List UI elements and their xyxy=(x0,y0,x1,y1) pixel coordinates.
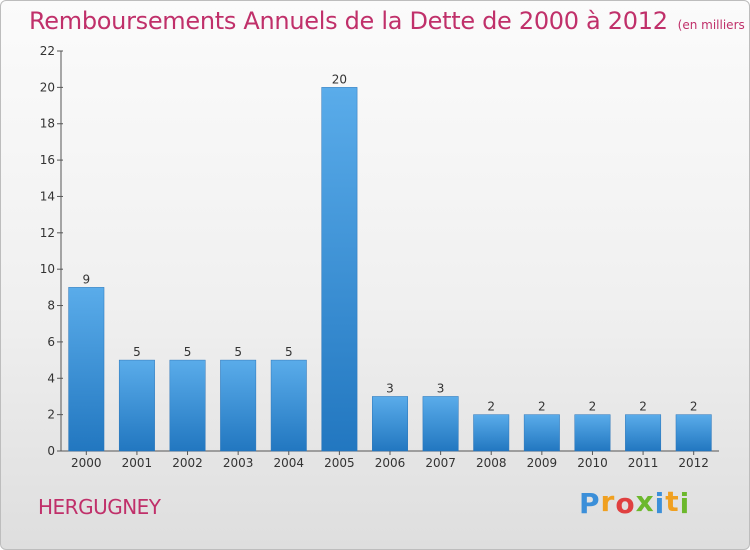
bar xyxy=(270,359,307,452)
data-label: 5 xyxy=(184,345,192,359)
bar xyxy=(372,396,408,452)
bar xyxy=(220,359,257,452)
y-tick-label: 12 xyxy=(40,226,55,240)
chart-title-text: Remboursements Annuels de la Dette de 20… xyxy=(29,7,668,35)
bar xyxy=(118,359,155,452)
x-tick-label: 2008 xyxy=(476,456,507,470)
bar xyxy=(675,414,712,452)
x-tick-label: 2006 xyxy=(375,456,406,470)
x-tick-label: 2007 xyxy=(425,456,456,470)
y-tick-label: 22 xyxy=(40,44,55,58)
chart-title: Remboursements Annuels de la Dette de 20… xyxy=(29,7,749,35)
data-label: 3 xyxy=(386,381,394,395)
logo-letter: P xyxy=(579,487,601,520)
data-labels: 9 5 5 5 5 20 3 3 2 2 2 2 2 xyxy=(82,72,697,413)
bar xyxy=(422,396,459,452)
x-tick-label: 2005 xyxy=(324,456,355,470)
x-tick-label: 2011 xyxy=(628,456,659,470)
proxiti-logo: Proxiti xyxy=(579,485,691,520)
bar xyxy=(523,414,560,452)
y-tick-label: 6 xyxy=(47,335,55,349)
y-tick-label: 0 xyxy=(47,444,55,458)
logo-letter: t xyxy=(665,485,680,518)
x-tick-label: 2004 xyxy=(273,456,304,470)
data-label: 2 xyxy=(639,400,647,414)
bar xyxy=(68,287,105,452)
y-tick-label: 4 xyxy=(47,371,55,385)
chart-subtitle: (en milliers d'€) xyxy=(677,18,749,32)
data-label: 2 xyxy=(538,400,546,414)
data-label: 5 xyxy=(234,345,242,359)
bar xyxy=(169,359,206,452)
x-tick-label: 2010 xyxy=(577,456,608,470)
x-tick-label: 2009 xyxy=(527,456,558,470)
data-label: 20 xyxy=(332,72,347,86)
logo-letter: x xyxy=(635,485,655,518)
x-tick-label: 2003 xyxy=(223,456,254,470)
logo-letter: i xyxy=(654,487,666,520)
bars xyxy=(68,87,712,452)
y-tick-label: 20 xyxy=(40,80,55,94)
bar xyxy=(574,414,611,452)
data-label: 5 xyxy=(133,345,141,359)
y-tick-label: 18 xyxy=(40,117,55,131)
data-label: 2 xyxy=(487,400,495,414)
data-label: 2 xyxy=(690,400,698,414)
bar xyxy=(321,87,358,452)
y-tick-label: 8 xyxy=(47,299,55,313)
data-label: 5 xyxy=(285,345,293,359)
data-label: 3 xyxy=(437,381,445,395)
x-tick-label: 2001 xyxy=(122,456,153,470)
y-tick-label: 16 xyxy=(40,153,55,167)
y-tick-label: 14 xyxy=(40,189,55,203)
logo-letter: i xyxy=(679,487,691,520)
data-label: 9 xyxy=(82,272,90,286)
commune-name: HERGUGNEY xyxy=(38,495,161,519)
logo-letter: o xyxy=(615,487,636,520)
bar xyxy=(625,414,662,452)
x-tick-label: 2002 xyxy=(172,456,203,470)
x-tick-label: 2000 xyxy=(71,456,102,470)
data-label: 2 xyxy=(589,400,597,414)
bar xyxy=(473,414,510,452)
x-tick-label: 2012 xyxy=(678,456,709,470)
y-tick-label: 2 xyxy=(47,408,55,422)
y-tick-label: 10 xyxy=(40,262,55,276)
logo-letter: r xyxy=(600,485,616,518)
